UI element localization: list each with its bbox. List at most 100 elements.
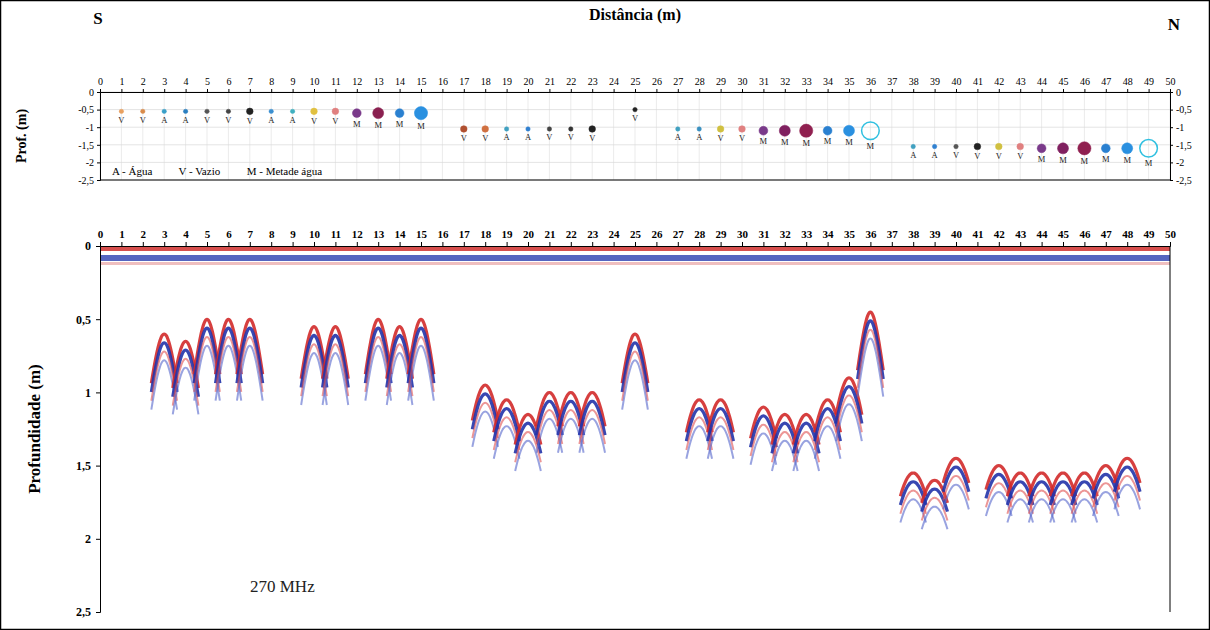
tick-mark: [164, 242, 165, 246]
tick: 20: [524, 76, 534, 92]
tick: 35: [845, 76, 855, 92]
tick: 24: [609, 76, 619, 92]
point-label: A: [910, 150, 917, 160]
reflection-hyperbola: [515, 441, 541, 471]
pipe-point: [414, 107, 427, 120]
tick: 4: [183, 228, 189, 246]
tick-mark: [913, 89, 914, 92]
tick-mark: [442, 89, 443, 92]
tick: 42: [994, 228, 1006, 246]
tick-mark: [806, 242, 807, 246]
tick-label: 17: [459, 76, 469, 87]
tick-mark: [464, 89, 465, 92]
pipe-point: [911, 144, 915, 148]
tick-mark: [507, 242, 508, 246]
grid-line: [870, 92, 871, 180]
grid-line: [1063, 92, 1064, 180]
tick: 44: [1037, 76, 1047, 92]
tick-mark: [485, 89, 486, 92]
point-label: V: [140, 115, 147, 125]
tick-label: 32: [780, 76, 790, 87]
grid-line: [913, 92, 914, 180]
tick-label: 39: [930, 76, 940, 87]
tick-label: 45: [1059, 76, 1069, 87]
tick: 2: [85, 532, 100, 546]
tick-mark: [400, 89, 401, 92]
tick: 31: [759, 76, 769, 92]
tick: 1: [85, 386, 100, 400]
pipe-point: [1017, 143, 1024, 150]
tick: -1,5: [78, 140, 100, 151]
tick-mark: [828, 242, 829, 246]
tick-mark: [1020, 242, 1021, 246]
tick-mark: [100, 89, 101, 92]
axis: 0123456789101112131415161718192021222324…: [98, 76, 1176, 93]
tick-mark: [186, 242, 187, 246]
tick-label: 19: [502, 228, 513, 240]
tick: 43: [1015, 228, 1026, 246]
tick-label: 30: [738, 76, 748, 87]
pipe-point: [247, 108, 254, 115]
tick-mark: [785, 242, 786, 246]
tick: 25: [630, 228, 642, 246]
tick-label: 29: [716, 228, 728, 240]
tick: 49: [1144, 76, 1154, 92]
tick-label: 43: [1015, 228, 1026, 240]
tick-label: 22: [566, 228, 578, 240]
reflection-hyperbola: [922, 507, 948, 530]
tick: 39: [930, 228, 942, 246]
tick-mark: [96, 612, 100, 613]
axis: 0-0,5-1-1,5-2-2,5: [1170, 87, 1192, 186]
reflection-hyperbola: [836, 404, 862, 441]
tick-mark: [614, 242, 615, 246]
tick: 6: [226, 228, 232, 246]
tick-label: 31: [758, 228, 769, 240]
point-label: M: [1145, 158, 1153, 168]
tick-mark: [442, 242, 443, 246]
tick-label: 49: [1144, 76, 1154, 87]
tick: -2: [86, 157, 100, 168]
tick: 23: [588, 76, 598, 92]
tick-mark: [250, 242, 251, 246]
grid-line: [934, 92, 935, 180]
tick-mark: [97, 92, 100, 93]
tick-mark: [678, 89, 679, 92]
tick-mark: [421, 242, 422, 246]
tick-label: 0: [98, 76, 103, 87]
tick: 4: [184, 76, 189, 92]
tick-mark: [400, 242, 401, 246]
tick-label: 2: [141, 76, 146, 87]
tick-mark: [97, 145, 100, 146]
point-label: M: [1102, 154, 1110, 164]
tick-label: 41: [972, 228, 983, 240]
tick-label: 20: [524, 76, 534, 87]
tick-mark: [1149, 89, 1150, 92]
tick-mark: [250, 89, 251, 92]
tick-label: 42: [994, 76, 1004, 87]
title: Distância (m): [589, 6, 681, 24]
point-label: V: [247, 116, 254, 126]
point-label: M: [760, 136, 768, 146]
tick-label: 27: [673, 228, 685, 240]
grid-line: [1041, 92, 1042, 180]
tick-mark: [97, 180, 100, 181]
tick-mark: [721, 242, 722, 246]
tick-label: -0,5: [78, 104, 94, 115]
tick-mark: [656, 89, 657, 92]
tick-mark: [143, 89, 144, 92]
point-label: M: [417, 121, 425, 131]
tick: 19: [502, 76, 512, 92]
tick-mark: [271, 89, 272, 92]
tick-label: 47: [1101, 76, 1111, 87]
tick: 17: [459, 228, 471, 246]
tick: 17: [459, 76, 469, 92]
tick-mark: [1084, 242, 1085, 246]
grid-line: [956, 92, 957, 180]
point-label: A: [504, 132, 511, 142]
reflection-hyperbola: [943, 485, 969, 510]
figure: Distância (m)SN0123456789101112131415161…: [0, 0, 1210, 630]
tick-mark: [1170, 92, 1173, 93]
tick-mark: [528, 89, 529, 92]
tick-mark: [485, 242, 486, 246]
tick-mark: [635, 89, 636, 92]
